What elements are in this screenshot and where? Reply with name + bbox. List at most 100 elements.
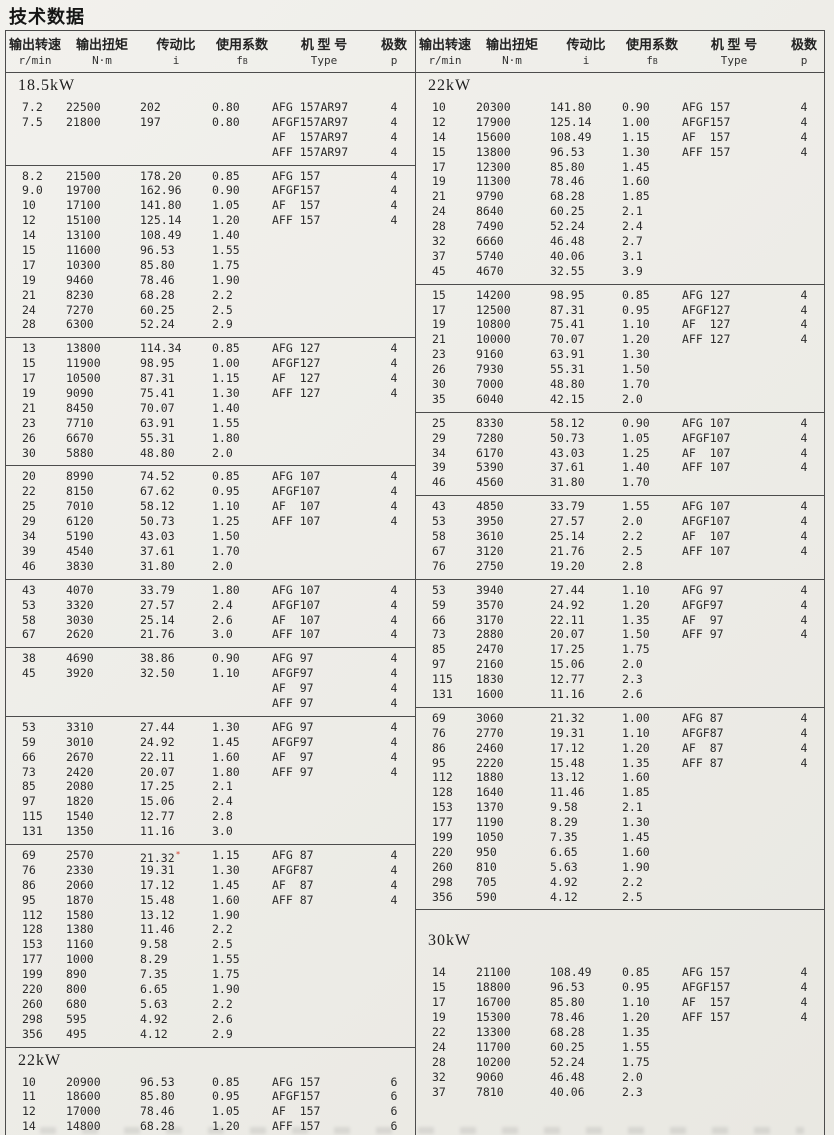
speed-cell: 67 xyxy=(22,627,36,642)
speed-cell: 53 xyxy=(432,582,446,597)
type-cell: AF 107 xyxy=(272,499,321,514)
table-row: 112 1580 13.12 1.90 xyxy=(6,908,415,923)
poles-cell: 4 xyxy=(800,445,808,460)
poles-cell: 4 xyxy=(390,514,398,529)
poles-cell xyxy=(786,815,822,830)
spec-block: 14 21100 108.49 0.85 AFG 157 4 15 18800 96.53 0.9… xyxy=(416,962,824,1104)
factor-cell: 2.8 xyxy=(622,558,643,573)
factor-cell: 2.7 xyxy=(622,234,643,249)
poles-cell xyxy=(376,997,412,1012)
speed-cell: 10 xyxy=(22,198,36,213)
torque-cell: 14800 xyxy=(64,1119,140,1134)
speed-cell: 43 xyxy=(432,499,446,514)
torque-cell: 6120 xyxy=(66,514,94,529)
type-cell xyxy=(272,794,376,809)
type-cell: AFG 157AR97 xyxy=(272,100,349,114)
poles-cell: 4 xyxy=(800,460,808,475)
table-row: AF 157AR97 4 xyxy=(6,130,415,145)
poles-cell: 4 xyxy=(800,415,808,430)
type-cell: AFGF127 xyxy=(682,302,731,317)
factor-cell: 2.5 xyxy=(622,543,643,558)
factor-cell: 2.1 xyxy=(622,800,643,815)
ratio-cell: 17.25 xyxy=(140,779,175,794)
speed-cell: 37 xyxy=(432,248,446,263)
torque-cell: 22500 xyxy=(66,100,101,114)
type-cell: AF 87 xyxy=(682,740,724,755)
ratio-cell: 21.32* xyxy=(140,849,181,865)
torque-cell: 1160 xyxy=(66,937,94,952)
factor-cell: 1.05 xyxy=(212,198,240,213)
poles-cell: 4 xyxy=(390,877,398,892)
factor-cell: 1.20 xyxy=(622,1010,650,1025)
poles-cell xyxy=(376,982,412,997)
factor-cell: 1.10 xyxy=(622,995,650,1010)
speed-cell: 11 xyxy=(22,1089,36,1104)
ratio-cell: 5.63 xyxy=(140,996,168,1011)
table-row: 95 2220 15.48 1.35 AFF 87 4 xyxy=(416,756,824,771)
torque-cell: 810 xyxy=(476,859,497,874)
speed-cell: 15 xyxy=(432,980,446,995)
ratio-cell: 43.03 xyxy=(550,445,585,460)
type-cell: AFGF107 xyxy=(272,597,321,612)
ratio-cell: 32.55 xyxy=(550,263,585,278)
torque-cell: 705 xyxy=(476,874,497,889)
torque-cell: 1540 xyxy=(66,809,94,824)
table-row: 46 4560 31.80 1.70 xyxy=(416,475,824,490)
factor-cell: 1.45 xyxy=(622,829,650,844)
torque-cell: 5190 xyxy=(66,529,94,544)
table-row: 19 9090 75.41 1.30 AFF 127 4 xyxy=(6,386,415,401)
type-cell: AF 157AR97 xyxy=(272,129,349,144)
table-row: 177 1190 8.29 1.30 xyxy=(416,815,824,830)
speed-cell: 260 xyxy=(432,859,453,874)
poles-cell xyxy=(376,446,412,461)
table-row: 39 5390 37.61 1.40 AFF 107 4 xyxy=(416,460,824,475)
table-row: 19 9460 78.46 1.90 xyxy=(6,273,415,288)
type-cell xyxy=(272,273,376,288)
poles-cell xyxy=(786,1055,822,1070)
torque-cell: 10500 xyxy=(66,371,101,386)
factor-cell: 1.40 xyxy=(212,400,240,415)
poles-cell: 4 xyxy=(390,183,398,198)
torque-cell: 890 xyxy=(66,967,87,982)
speed-cell: 115 xyxy=(22,809,43,824)
ratio-cell: 15.48 xyxy=(140,892,175,907)
ratio-cell: 87.31 xyxy=(550,302,585,317)
ratio-cell: 68.28 xyxy=(550,189,585,204)
poles-cell xyxy=(376,243,412,258)
table-row: 9.0 19700 162.96 0.90 AFGF157 4 xyxy=(6,183,415,198)
ratio-cell: 6.65 xyxy=(140,981,168,996)
type-cell: AFG 107 xyxy=(272,582,321,597)
factor-cell: 1.00 xyxy=(622,710,650,725)
type-cell xyxy=(272,997,376,1012)
factor-cell: 2.2 xyxy=(622,529,643,544)
ratio-cell: 85.80 xyxy=(140,257,175,272)
torque-cell: 1870 xyxy=(66,892,94,907)
factor-cell: 2.0 xyxy=(622,514,643,529)
ratio-cell: 60.25 xyxy=(550,204,585,219)
ratio-cell: 24.92 xyxy=(550,597,585,612)
poles-cell: 4 xyxy=(800,995,808,1010)
speed-cell: 17 xyxy=(22,257,36,272)
table-row: 21 8450 70.07 1.40 xyxy=(6,401,415,416)
poles-cell: 4 xyxy=(800,287,808,302)
speed-cell: 28 xyxy=(432,1054,446,1069)
speed-cell: 53 xyxy=(22,719,36,734)
poles-cell xyxy=(376,908,412,923)
ratio-cell: 74.52 xyxy=(140,469,175,484)
ratio-cell: 4.92 xyxy=(140,1011,168,1026)
table-row: 199 1050 7.35 1.45 xyxy=(416,830,824,845)
speed-cell: 76 xyxy=(22,862,36,877)
table-row: 32 6660 46.48 2.7 xyxy=(416,234,824,249)
poles-cell xyxy=(376,952,412,967)
type-cell xyxy=(272,431,376,446)
column-header: 使用系数 fB xyxy=(215,37,268,67)
factor-cell: 1.10 xyxy=(622,582,650,597)
table-row: 15 13800 96.53 1.30 AFF 157 4 xyxy=(416,145,824,160)
table-row: 15 11600 96.53 1.55 xyxy=(6,243,415,258)
torque-cell: 18600 xyxy=(66,1089,101,1104)
factor-cell: 1.30 xyxy=(212,386,240,401)
speed-cell: 17 xyxy=(22,371,36,386)
ratio-cell: 4.12 xyxy=(140,1026,168,1041)
torque-cell: 12500 xyxy=(476,302,511,317)
factor-cell xyxy=(212,681,272,696)
